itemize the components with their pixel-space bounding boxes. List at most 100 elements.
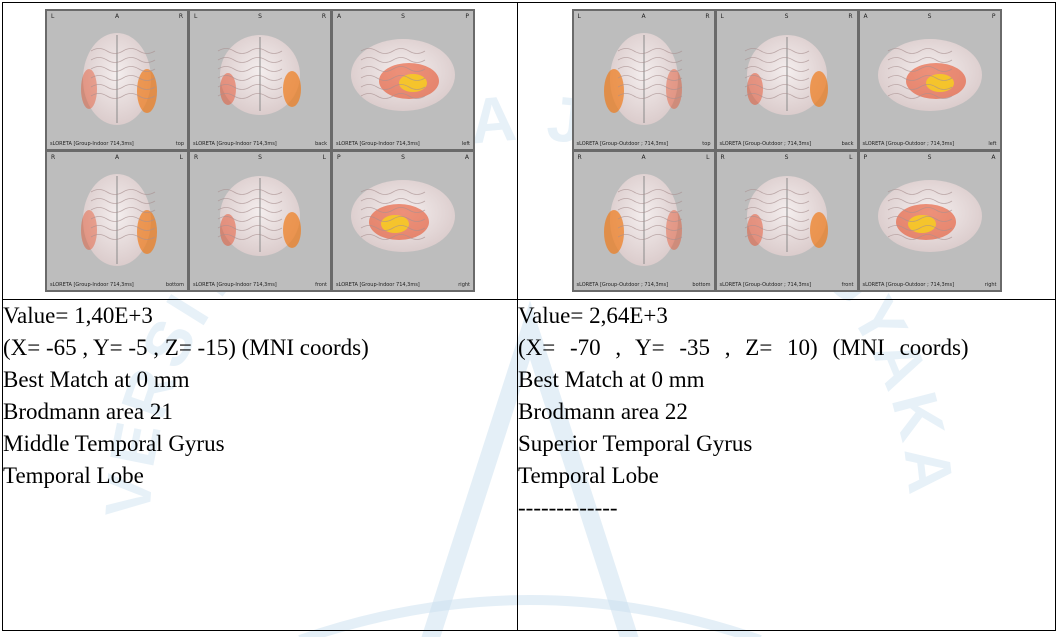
brain-image — [877, 180, 982, 252]
orientation-label-left: A — [337, 13, 342, 20]
orientation-label-right: L — [179, 154, 183, 161]
orientation-label-right: A — [991, 154, 996, 161]
orientation-label-center: A — [641, 154, 646, 161]
orientation-label-left: L — [194, 13, 198, 20]
orientation-name: back — [315, 141, 327, 147]
orientation-name: top — [702, 141, 711, 147]
orientation-label-right: R — [321, 13, 326, 20]
orientation-label-right: L — [322, 154, 326, 161]
view-caption: sLORETA [Group-Outdoor ; 714,3ms] left — [863, 141, 997, 147]
left-lobe: Temporal Lobe — [3, 463, 144, 488]
view-caption: sLORETA [Group-Indoor 714,3ms] back — [193, 141, 327, 147]
view-caption: sLORETA [Group-Outdoor ; 714,3ms] top — [577, 141, 711, 147]
orientation-label-center: S — [401, 13, 405, 20]
brain-image — [217, 176, 301, 256]
orientation-label-left: R — [51, 154, 56, 161]
group-label: sLORETA [Group-Outdoor ; 714,3ms] — [719, 282, 812, 288]
view-caption: sLORETA [Group-Outdoor ; 714,3ms] back — [720, 141, 854, 147]
orientation-label-right: P — [465, 13, 469, 20]
orientation-label-left: R — [720, 154, 725, 161]
orientation-label-center: S — [927, 154, 932, 161]
right-brodmann-area: Brodmann area 22 — [518, 399, 688, 424]
orientation-label-center: A — [114, 13, 120, 20]
orientation-label-right: L — [706, 154, 710, 161]
right-best-match: Best Match at 0 mm — [518, 367, 705, 392]
right-separator: ------------- — [518, 495, 618, 520]
orientation-label-center: S — [258, 13, 262, 20]
orientation-name: top — [175, 141, 184, 147]
left-coords: (X= -65 , Y= -5 , Z= -15) (MNI coords) — [3, 335, 369, 360]
orientation-name: right — [984, 282, 997, 288]
group-label: sLORETA [Group-Indoor 714,3ms] — [193, 141, 277, 147]
brain-image — [744, 176, 828, 256]
group-label: sLORETA [Group-Outdoor ; 714,3ms] — [576, 141, 669, 147]
left-gyrus: Middle Temporal Gyrus — [3, 431, 225, 456]
right-text-cell: Value= 2,64E+3 (X= -70 , Y= -35 , Z= 10)… — [517, 299, 1056, 631]
brain-image — [351, 180, 455, 252]
orientation-label-left: A — [863, 13, 868, 20]
brain-image — [81, 174, 157, 266]
orientation-label-right: L — [849, 154, 853, 161]
view-caption: sLORETA [Group-Indoor 714,3ms] front — [193, 282, 327, 288]
group-label: sLORETA [Group-Indoor 714,3ms] — [50, 141, 134, 147]
orientation-label-center: A — [641, 13, 646, 20]
orientation-name: bottom — [692, 282, 711, 288]
orientation-label-left: L — [51, 13, 55, 20]
group-label: sLORETA [Group-Outdoor ; 714,3ms] — [862, 141, 955, 147]
right-value: Value= 2,64E+3 — [518, 303, 668, 328]
orientation-label-center: A — [114, 154, 120, 161]
right-lobe: Temporal Lobe — [518, 463, 659, 488]
brain-image — [351, 39, 455, 111]
orientation-label-left: L — [577, 13, 581, 20]
orientation-name: right — [458, 282, 470, 288]
right-coords-block: Value= 2,64E+3 (X= -70 , Y= -35 , Z= 10)… — [518, 300, 1012, 364]
orientation-label-right: R — [848, 13, 853, 20]
brain-image — [217, 35, 301, 115]
orientation-name: left — [988, 141, 997, 147]
orientation-label-right: R — [178, 13, 183, 20]
orientation-name: bottom — [165, 282, 184, 288]
view-caption: sLORETA [Group-Indoor 714,3ms] bottom — [50, 282, 184, 288]
orientation-name: back — [841, 141, 854, 147]
orientation-label-left: R — [194, 154, 199, 161]
orientation-label-left: R — [577, 154, 582, 161]
orientation-label-right: A — [464, 154, 469, 161]
group-label: sLORETA [Group-Outdoor ; 714,3ms] — [862, 282, 955, 288]
group-label: sLORETA [Group-Indoor 714,3ms] — [50, 282, 134, 288]
group-label: sLORETA [Group-Outdoor ; 714,3ms] — [576, 282, 669, 288]
brain-image — [603, 33, 682, 125]
orientation-label-center: S — [258, 154, 262, 161]
group-label: sLORETA [Group-Indoor 714,3ms] — [336, 141, 420, 147]
orientation-label-left: P — [863, 154, 868, 161]
orientation-label-center: S — [401, 154, 405, 161]
orientation-name: left — [461, 141, 470, 147]
group-label: sLORETA [Group-Outdoor ; 714,3ms] — [719, 141, 812, 147]
view-caption: sLORETA [Group-Outdoor ; 714,3ms] bottom — [577, 282, 711, 288]
brain-image — [744, 35, 828, 115]
left-value: Value= 1,40E+3 — [3, 303, 153, 328]
orientation-label-center: S — [784, 13, 789, 20]
orientation-label-right: P — [991, 13, 996, 20]
orientation-label-center: S — [784, 154, 789, 161]
group-label: sLORETA [Group-Indoor 714,3ms] — [336, 282, 420, 288]
right-gyrus: Superior Temporal Gyrus — [518, 431, 753, 456]
orientation-name: front — [841, 282, 854, 288]
view-caption: sLORETA [Group-Outdoor ; 714,3ms] right — [863, 282, 997, 288]
view-caption: sLORETA [Group-Indoor 714,3ms] right — [336, 282, 470, 288]
view-caption: sLORETA [Group-Indoor 714,3ms] left — [336, 141, 470, 147]
